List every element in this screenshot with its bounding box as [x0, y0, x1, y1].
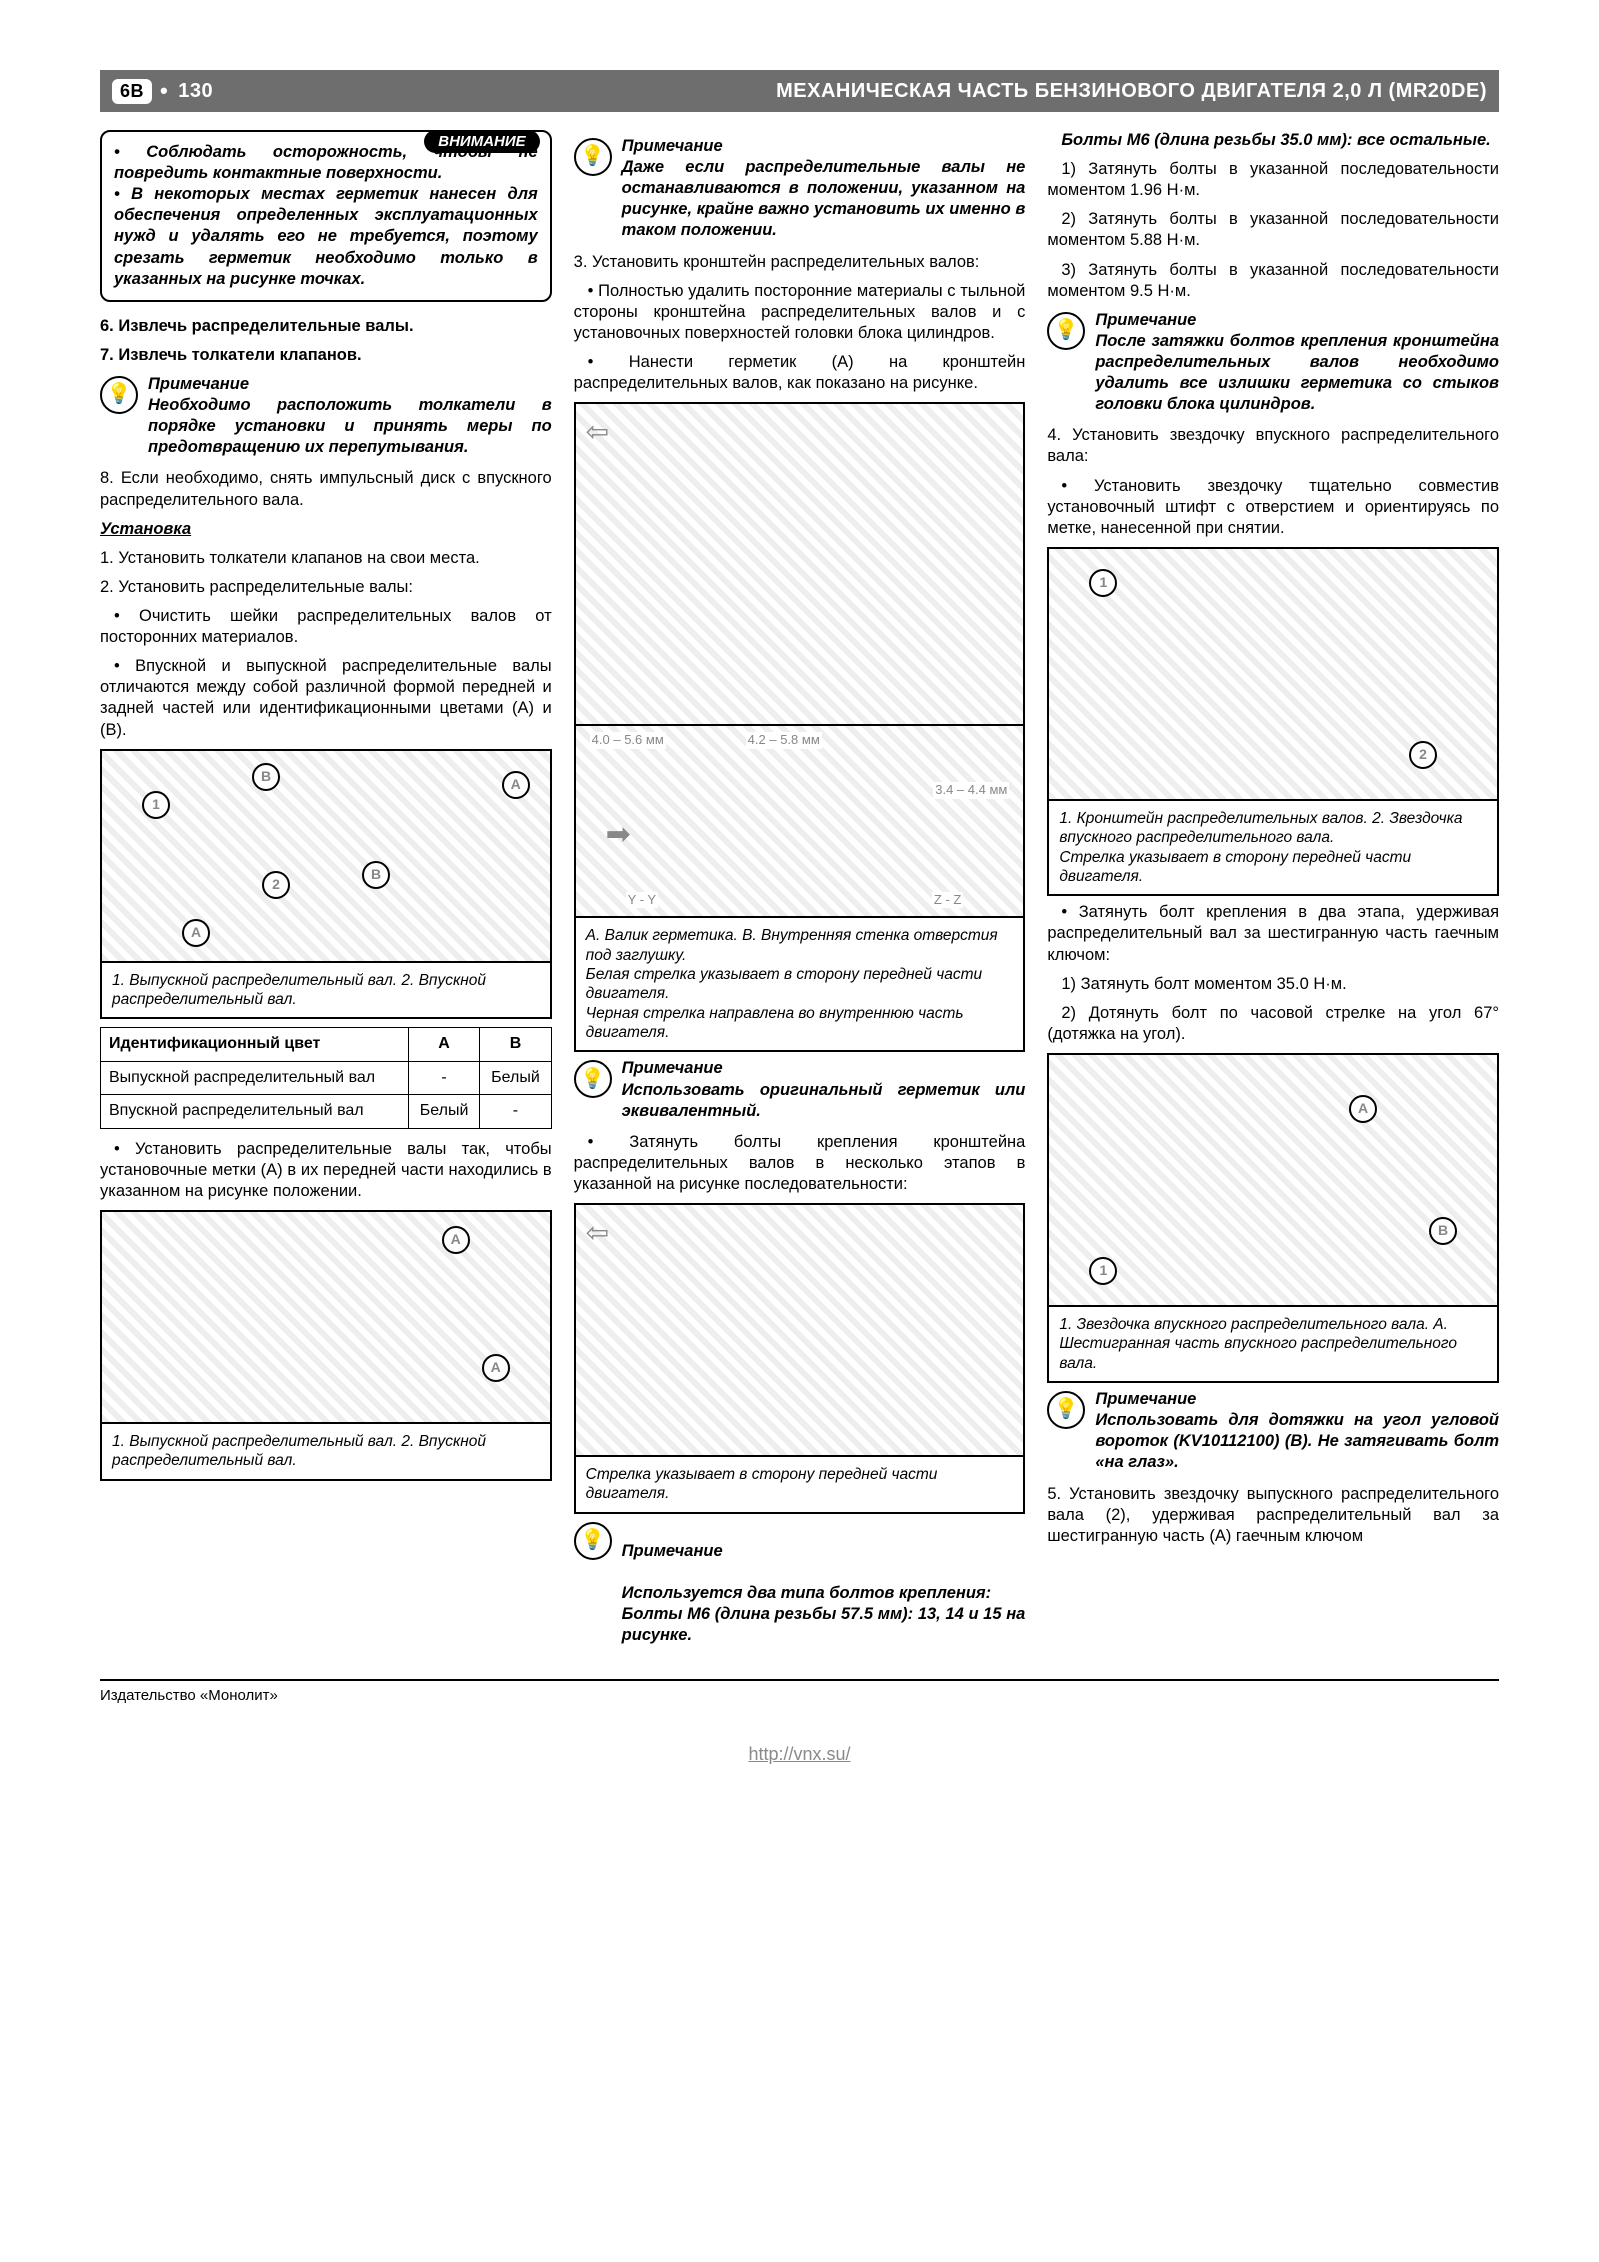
- table-header: B: [480, 1028, 551, 1061]
- note-sealant: 💡 Примечание Использовать оригинальный г…: [574, 1058, 1026, 1121]
- note-body: Примечание Даже если распределительные в…: [622, 136, 1026, 242]
- page-number: 130: [178, 80, 213, 103]
- table-header: A: [408, 1028, 479, 1061]
- step-5: 5. Установить звездочку выпускного распр…: [1047, 1484, 1499, 1547]
- table-cell: Белый: [480, 1061, 551, 1094]
- figure-image: ⇦: [576, 404, 1024, 724]
- dim-label: 4.2 – 5.8 мм: [746, 732, 822, 749]
- warning-box: ВНИМАНИЕ • Соблюдать осторожность, чтобы…: [100, 130, 552, 302]
- note-timing-position: 💡 Примечание Даже если распределительные…: [574, 136, 1026, 242]
- note-icon: 💡: [1047, 1391, 1085, 1429]
- figure-image: 4.0 – 5.6 мм 4.2 – 5.8 мм 3.4 – 4.4 мм ➡…: [576, 726, 1024, 916]
- dim-label: 3.4 – 4.4 мм: [933, 782, 1009, 799]
- table-cell: Выпускной распределительный вал: [101, 1061, 409, 1094]
- figure-image: A A: [102, 1212, 550, 1422]
- figure-caption: Стрелка указывает в сторону передней час…: [576, 1455, 1024, 1512]
- figure-image: B 1 B 2 A A: [102, 751, 550, 961]
- note-excess-sealant: 💡 Примечание После затяжки болтов крепле…: [1047, 310, 1499, 416]
- table-cell: Впускной распределительный вал: [101, 1095, 409, 1128]
- figure-sealant-bracket: ⇦: [574, 402, 1026, 726]
- columns: ВНИМАНИЕ • Соблюдать осторожность, чтобы…: [100, 130, 1499, 1657]
- page-title: МЕХАНИЧЕСКАЯ ЧАСТЬ БЕНЗИНОВОГО ДВИГАТЕЛЯ…: [776, 80, 1487, 103]
- section-label: Y - Y: [626, 892, 658, 909]
- figure-torque-sequence: ⇦ Стрелка указывает в сторону передней ч…: [574, 1203, 1026, 1514]
- step-3-b2: • Нанести герметик (А) на кронштейн расп…: [574, 352, 1026, 394]
- note-icon: 💡: [100, 376, 138, 414]
- table-row: Идентификационный цвет A B: [101, 1028, 552, 1061]
- note-body: Примечание Используется два типа болтов …: [622, 1520, 1026, 1647]
- torque-3: 3) Затянуть болты в указанной последоват…: [1047, 260, 1499, 302]
- step-3: 3. Установить кронштейн распределительны…: [574, 252, 1026, 273]
- dim-label: 4.0 – 5.6 мм: [590, 732, 666, 749]
- page-header: 6B • 130 МЕХАНИЧЕСКАЯ ЧАСТЬ БЕНЗИНОВОГО …: [100, 70, 1499, 112]
- torque-1: 1) Затянуть болты в указанной последоват…: [1047, 159, 1499, 201]
- subhead-install: Установка: [100, 519, 552, 540]
- figure-caption: А. Валик герметика. В. Внутренняя стенка…: [576, 916, 1024, 1050]
- column-3: Болты М6 (длина резьбы 35.0 мм): все ост…: [1047, 130, 1499, 1657]
- note-body: Примечание После затяжки болтов креплени…: [1095, 310, 1499, 416]
- step-3-b1: • Полностью удалить посторонние материал…: [574, 281, 1026, 344]
- warning-body: • Соблюдать осторожность, чтобы не повре…: [114, 142, 538, 290]
- note-icon: 💡: [574, 1522, 612, 1560]
- note-body: Примечание Использовать для дотяжки на у…: [1095, 1389, 1499, 1473]
- figure-timing-marks: A A 1. Выпускной распределительный вал. …: [100, 1210, 552, 1481]
- figure-intake-sprocket: 1 2 1. Кронштейн распределительных валов…: [1047, 547, 1499, 897]
- table-cell: Белый: [408, 1095, 479, 1128]
- table-cell: -: [408, 1061, 479, 1094]
- note-lifters: 💡 Примечание Необходимо расположить толк…: [100, 374, 552, 458]
- figure-caption: 1. Выпускной распределительный вал. 2. В…: [102, 961, 550, 1018]
- chapter-badge: 6B: [112, 79, 152, 104]
- figure-image: 1 A B: [1049, 1055, 1497, 1305]
- note-bolt-types: 💡 Примечание Используется два типа болто…: [574, 1520, 1026, 1647]
- step-8: 8. Если необходимо, снять импульсный дис…: [100, 468, 552, 510]
- install-2-b1: • Очистить шейки распределительных валов…: [100, 606, 552, 648]
- header-bullet: •: [160, 78, 168, 104]
- step-4: 4. Установить звездочку впускного распре…: [1047, 425, 1499, 467]
- column-2: 💡 Примечание Даже если распределительные…: [574, 130, 1026, 1657]
- table-cell: -: [480, 1095, 551, 1128]
- figure-caption: 1. Звездочка впускного распределительног…: [1049, 1305, 1497, 1381]
- figure-camshafts-id: B 1 B 2 A A 1. Выпускной распределительн…: [100, 749, 552, 1020]
- figure-wrench-hold: 1 A B 1. Звездочка впускного распределит…: [1047, 1053, 1499, 1383]
- publisher: Издательство «Монолит»: [100, 1687, 1499, 1704]
- table-row: Впускной распределительный вал Белый -: [101, 1095, 552, 1128]
- page: 6B • 130 МЕХАНИЧЕСКАЯ ЧАСТЬ БЕНЗИНОВОГО …: [0, 0, 1599, 1795]
- source-url: http://vnx.su/: [100, 1744, 1499, 1765]
- step-4-b2-1: 1) Затянуть болт моментом 35.0 Н·м.: [1047, 974, 1499, 995]
- step-6: 6. Извлечь распределительные валы.: [100, 316, 552, 337]
- install-1: 1. Установить толкатели клапанов на свои…: [100, 548, 552, 569]
- note-body: Примечание Использовать оригинальный гер…: [622, 1058, 1026, 1121]
- column-1: ВНИМАНИЕ • Соблюдать осторожность, чтобы…: [100, 130, 552, 1657]
- figure-caption: 1. Кронштейн распределительных валов. 2.…: [1049, 799, 1497, 895]
- install-2: 2. Установить распределительные валы:: [100, 577, 552, 598]
- section-label: Z - Z: [932, 892, 963, 909]
- note-icon: 💡: [574, 1060, 612, 1098]
- figure-sealant-sections: 4.0 – 5.6 мм 4.2 – 5.8 мм 3.4 – 4.4 мм ➡…: [574, 726, 1026, 1052]
- bolts-rest: Болты М6 (длина резьбы 35.0 мм): все ост…: [1047, 130, 1499, 151]
- note-icon: 💡: [574, 138, 612, 176]
- figure-image: 1 2: [1049, 549, 1497, 799]
- step-4-b2: • Затянуть болт крепления в два этапа, у…: [1047, 902, 1499, 965]
- footer-rule: [100, 1679, 1499, 1681]
- warning-label: ВНИМАНИЕ: [424, 130, 539, 153]
- note-angle-torque: 💡 Примечание Использовать для дотяжки на…: [1047, 1389, 1499, 1473]
- figure-caption: 1. Выпускной распределительный вал. 2. В…: [102, 1422, 550, 1479]
- note-icon: 💡: [1047, 312, 1085, 350]
- install-2-b2: • Впускной и выпускной распределительные…: [100, 656, 552, 740]
- table-header: Идентификационный цвет: [101, 1028, 409, 1061]
- step-4-b1: • Установить звездочку тщательно совмест…: [1047, 476, 1499, 539]
- step-7: 7. Извлечь толкатели клапанов.: [100, 345, 552, 366]
- table-row: Выпускной распределительный вал - Белый: [101, 1061, 552, 1094]
- note-body: Примечание Необходимо расположить толкат…: [148, 374, 552, 458]
- step-4-b2-2: 2) Дотянуть болт по часовой стрелке на у…: [1047, 1003, 1499, 1045]
- figure-image: ⇦: [576, 1205, 1024, 1455]
- torque-2: 2) Затянуть болты в указанной последоват…: [1047, 209, 1499, 251]
- install-2-b3: • Установить распределительные валы так,…: [100, 1139, 552, 1202]
- identification-table: Идентификационный цвет A B Выпускной рас…: [100, 1027, 552, 1128]
- step-3-b3: • Затянуть болты крепления кронштейна ра…: [574, 1132, 1026, 1195]
